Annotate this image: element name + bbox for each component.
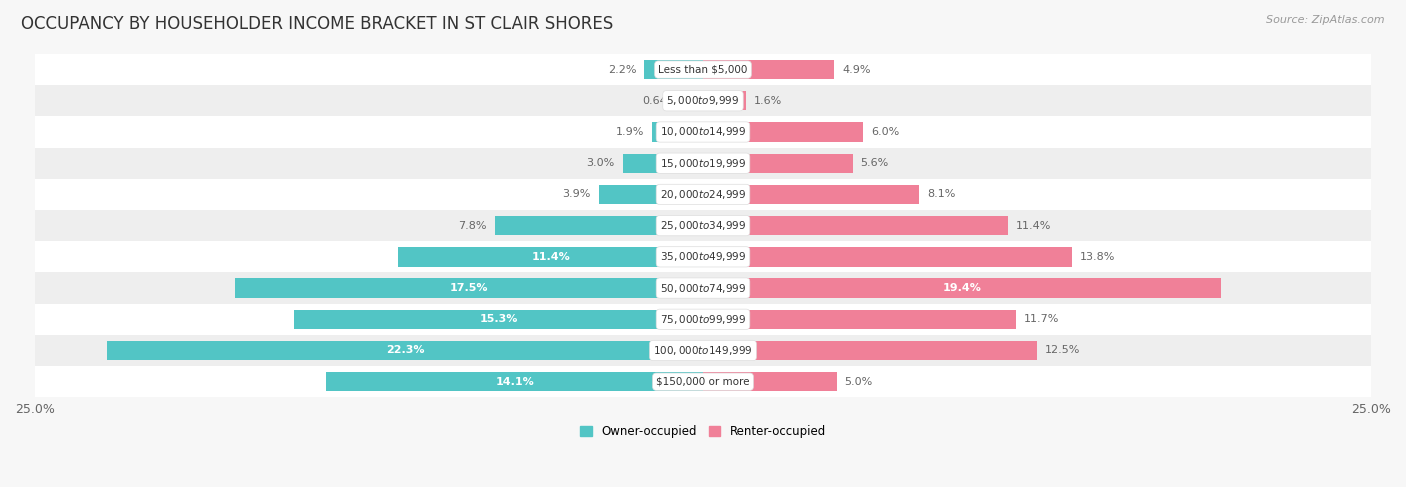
- Bar: [326, 372, 703, 392]
- Bar: [35, 179, 1371, 210]
- Bar: [495, 216, 703, 235]
- Text: 0.64%: 0.64%: [643, 96, 678, 106]
- Text: 11.7%: 11.7%: [1024, 314, 1059, 324]
- Text: $100,000 to $149,999: $100,000 to $149,999: [654, 344, 752, 357]
- Bar: [107, 341, 703, 360]
- Text: 14.1%: 14.1%: [495, 377, 534, 387]
- Bar: [599, 185, 703, 204]
- Bar: [703, 216, 1008, 235]
- Text: 13.8%: 13.8%: [1080, 252, 1115, 262]
- Text: $150,000 or more: $150,000 or more: [657, 377, 749, 387]
- Text: 8.1%: 8.1%: [928, 189, 956, 199]
- Text: 15.3%: 15.3%: [479, 314, 517, 324]
- Text: 17.5%: 17.5%: [450, 283, 488, 293]
- Bar: [703, 60, 834, 79]
- Text: Source: ZipAtlas.com: Source: ZipAtlas.com: [1267, 15, 1385, 25]
- Text: $20,000 to $24,999: $20,000 to $24,999: [659, 188, 747, 201]
- Text: $35,000 to $49,999: $35,000 to $49,999: [659, 250, 747, 263]
- Text: $10,000 to $14,999: $10,000 to $14,999: [659, 126, 747, 138]
- Text: 4.9%: 4.9%: [842, 65, 870, 75]
- Legend: Owner-occupied, Renter-occupied: Owner-occupied, Renter-occupied: [575, 420, 831, 443]
- Bar: [35, 241, 1371, 272]
- Text: $50,000 to $74,999: $50,000 to $74,999: [659, 281, 747, 295]
- Bar: [35, 366, 1371, 397]
- Bar: [703, 247, 1071, 266]
- Bar: [652, 122, 703, 142]
- Bar: [35, 210, 1371, 241]
- Text: 1.6%: 1.6%: [754, 96, 782, 106]
- Bar: [35, 116, 1371, 148]
- Text: 3.0%: 3.0%: [586, 158, 614, 168]
- Text: $15,000 to $19,999: $15,000 to $19,999: [659, 157, 747, 169]
- Bar: [235, 279, 703, 298]
- Text: $75,000 to $99,999: $75,000 to $99,999: [659, 313, 747, 326]
- Bar: [294, 310, 703, 329]
- Bar: [703, 279, 1222, 298]
- Text: 11.4%: 11.4%: [1015, 221, 1052, 231]
- Bar: [686, 91, 703, 111]
- Text: $5,000 to $9,999: $5,000 to $9,999: [666, 94, 740, 107]
- Bar: [623, 153, 703, 173]
- Text: OCCUPANCY BY HOUSEHOLDER INCOME BRACKET IN ST CLAIR SHORES: OCCUPANCY BY HOUSEHOLDER INCOME BRACKET …: [21, 15, 613, 33]
- Text: 2.2%: 2.2%: [607, 65, 636, 75]
- Bar: [703, 341, 1038, 360]
- Text: 6.0%: 6.0%: [872, 127, 900, 137]
- Bar: [35, 304, 1371, 335]
- Bar: [35, 272, 1371, 304]
- Bar: [703, 185, 920, 204]
- Bar: [644, 60, 703, 79]
- Bar: [35, 335, 1371, 366]
- Text: 1.9%: 1.9%: [616, 127, 644, 137]
- Bar: [398, 247, 703, 266]
- Bar: [703, 153, 852, 173]
- Bar: [35, 54, 1371, 85]
- Text: 5.6%: 5.6%: [860, 158, 889, 168]
- Bar: [703, 91, 745, 111]
- Bar: [35, 85, 1371, 116]
- Text: $25,000 to $34,999: $25,000 to $34,999: [659, 219, 747, 232]
- Text: 7.8%: 7.8%: [458, 221, 486, 231]
- Bar: [703, 310, 1015, 329]
- Text: 22.3%: 22.3%: [385, 345, 425, 356]
- Text: Less than $5,000: Less than $5,000: [658, 65, 748, 75]
- Text: 3.9%: 3.9%: [562, 189, 591, 199]
- Text: 11.4%: 11.4%: [531, 252, 569, 262]
- Bar: [703, 372, 837, 392]
- Text: 12.5%: 12.5%: [1045, 345, 1080, 356]
- Bar: [703, 122, 863, 142]
- Text: 19.4%: 19.4%: [943, 283, 981, 293]
- Text: 5.0%: 5.0%: [845, 377, 873, 387]
- Bar: [35, 148, 1371, 179]
